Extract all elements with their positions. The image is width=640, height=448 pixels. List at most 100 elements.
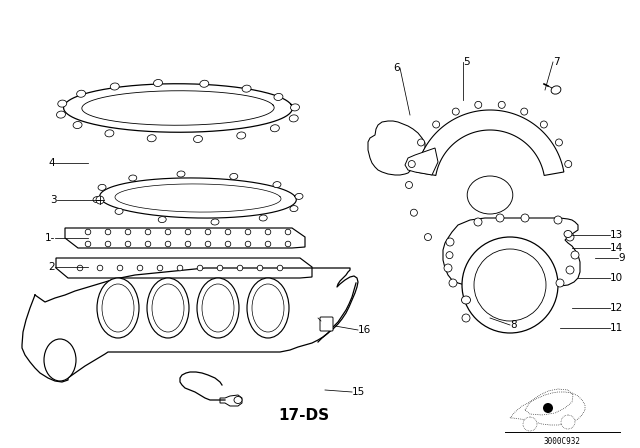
Circle shape <box>125 229 131 235</box>
Circle shape <box>449 279 457 287</box>
Circle shape <box>554 216 562 224</box>
Text: 11: 11 <box>610 323 623 333</box>
Ellipse shape <box>273 181 281 188</box>
Circle shape <box>165 229 171 235</box>
Circle shape <box>406 181 413 189</box>
Ellipse shape <box>93 197 101 202</box>
Circle shape <box>205 229 211 235</box>
Circle shape <box>566 266 574 274</box>
Circle shape <box>225 229 231 235</box>
Circle shape <box>472 261 479 268</box>
Polygon shape <box>443 218 580 286</box>
Circle shape <box>165 241 171 247</box>
Circle shape <box>566 233 574 241</box>
Text: 1-: 1- <box>45 233 55 243</box>
Circle shape <box>277 265 283 271</box>
Ellipse shape <box>247 278 289 338</box>
Circle shape <box>197 265 203 271</box>
Circle shape <box>444 264 452 272</box>
Circle shape <box>556 139 563 146</box>
Polygon shape <box>416 110 564 176</box>
Circle shape <box>498 101 505 108</box>
Circle shape <box>96 196 104 204</box>
Ellipse shape <box>110 83 119 90</box>
Circle shape <box>245 241 251 247</box>
Circle shape <box>105 241 111 247</box>
Ellipse shape <box>270 125 279 132</box>
Ellipse shape <box>58 100 67 107</box>
Circle shape <box>521 214 529 222</box>
Circle shape <box>540 121 547 128</box>
Circle shape <box>496 214 504 222</box>
Circle shape <box>85 229 91 235</box>
Ellipse shape <box>56 111 65 118</box>
Ellipse shape <box>237 132 246 139</box>
Ellipse shape <box>230 173 238 180</box>
Ellipse shape <box>77 90 86 97</box>
Ellipse shape <box>551 86 561 94</box>
Polygon shape <box>56 258 312 278</box>
Circle shape <box>474 218 482 226</box>
Circle shape <box>145 229 151 235</box>
Text: 4: 4 <box>49 158 55 168</box>
Ellipse shape <box>129 175 137 181</box>
Polygon shape <box>405 148 438 175</box>
Circle shape <box>137 265 143 271</box>
Circle shape <box>177 265 183 271</box>
Text: 14: 14 <box>610 243 623 253</box>
Ellipse shape <box>211 219 219 225</box>
Circle shape <box>446 252 453 258</box>
Ellipse shape <box>242 85 251 92</box>
Ellipse shape <box>467 176 513 214</box>
Circle shape <box>475 101 482 108</box>
Circle shape <box>285 229 291 235</box>
Text: 13: 13 <box>610 230 623 240</box>
Circle shape <box>125 241 131 247</box>
Text: 8: 8 <box>510 320 516 330</box>
Circle shape <box>410 209 417 216</box>
Circle shape <box>462 314 470 322</box>
Circle shape <box>117 265 123 271</box>
Text: 5: 5 <box>463 57 470 67</box>
Circle shape <box>408 160 415 168</box>
Ellipse shape <box>98 185 106 190</box>
Text: 12: 12 <box>610 303 623 313</box>
Text: 6: 6 <box>394 63 400 73</box>
Circle shape <box>77 265 83 271</box>
Circle shape <box>556 279 564 287</box>
Circle shape <box>237 265 243 271</box>
Ellipse shape <box>291 104 300 111</box>
Circle shape <box>523 417 537 431</box>
Circle shape <box>265 241 271 247</box>
Polygon shape <box>220 395 242 406</box>
Circle shape <box>185 241 191 247</box>
Circle shape <box>205 241 211 247</box>
Circle shape <box>185 229 191 235</box>
Ellipse shape <box>115 208 123 215</box>
Circle shape <box>417 139 424 146</box>
Ellipse shape <box>295 194 303 199</box>
Ellipse shape <box>44 339 76 381</box>
Circle shape <box>424 233 431 241</box>
Circle shape <box>285 241 291 247</box>
Circle shape <box>145 241 151 247</box>
Ellipse shape <box>259 215 268 221</box>
Circle shape <box>462 237 558 333</box>
Circle shape <box>521 108 528 115</box>
Text: 10: 10 <box>610 273 623 283</box>
Ellipse shape <box>147 135 156 142</box>
Text: 2: 2 <box>49 262 55 272</box>
Circle shape <box>157 265 163 271</box>
Circle shape <box>265 229 271 235</box>
Ellipse shape <box>73 121 82 129</box>
Circle shape <box>452 108 460 115</box>
Text: 3000C932: 3000C932 <box>543 438 580 447</box>
Circle shape <box>105 229 111 235</box>
Circle shape <box>97 265 103 271</box>
Ellipse shape <box>193 135 202 142</box>
Circle shape <box>564 160 572 168</box>
Ellipse shape <box>461 296 470 304</box>
Polygon shape <box>65 228 305 248</box>
Circle shape <box>561 415 575 429</box>
Ellipse shape <box>97 278 139 338</box>
